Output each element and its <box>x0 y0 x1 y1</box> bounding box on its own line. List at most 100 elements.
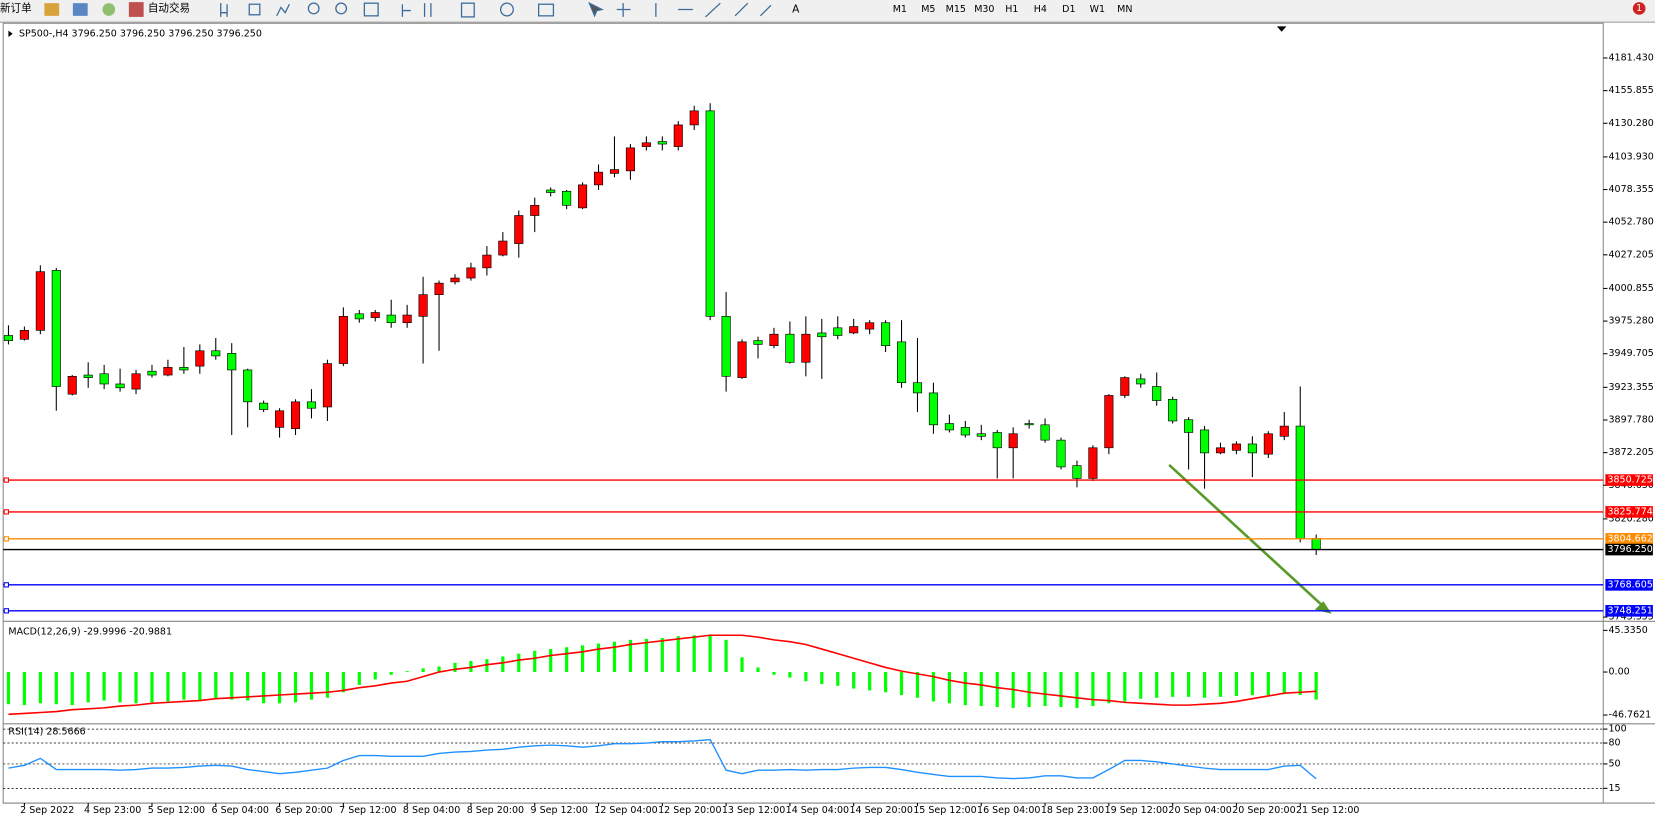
timeframe-button[interactable]: M1 <box>893 4 907 15</box>
candle-body <box>402 314 412 324</box>
macd-bar <box>501 656 505 673</box>
y-tick-label: 4181.430 <box>1609 52 1654 63</box>
macd-bar <box>963 672 967 706</box>
level-label: 3748.251 <box>1607 605 1652 616</box>
notification-badge[interactable] <box>1632 2 1646 15</box>
icon[interactable] <box>307 2 320 15</box>
level-label-box <box>1605 474 1653 486</box>
level-label: 3804.662 <box>1607 533 1652 544</box>
candle-body <box>147 370 157 376</box>
timeframe-button[interactable]: MN <box>1117 4 1132 15</box>
macd-bar <box>453 662 457 673</box>
candle-body <box>609 169 620 174</box>
candle-body <box>801 333 811 363</box>
macd-bar <box>852 672 856 689</box>
timeframe-button[interactable]: M15 <box>946 4 966 15</box>
candle-body <box>1024 423 1034 426</box>
macd-bar <box>150 672 154 703</box>
new-order-button[interactable]: 新订单 <box>0 1 32 14</box>
level-handle[interactable] <box>3 477 9 483</box>
tool-icons[interactable] <box>220 1 772 18</box>
candle-body <box>641 142 651 147</box>
level-handle[interactable] <box>3 509 9 515</box>
auto-trading-icon[interactable] <box>128 2 144 17</box>
x-tick-label: 5 Sep 12:00 <box>148 805 205 816</box>
candle-body <box>498 240 508 256</box>
level-label: 3768.605 <box>1607 579 1652 590</box>
icon[interactable] <box>588 1 604 18</box>
candle-body <box>578 184 588 209</box>
icon[interactable] <box>248 3 261 16</box>
icon[interactable] <box>220 3 228 17</box>
notification-count[interactable]: 1 <box>1636 3 1642 14</box>
candle-body <box>1136 378 1146 385</box>
candle-body <box>131 373 141 390</box>
timeframe-button[interactable]: D1 <box>1062 4 1075 15</box>
level-handle[interactable] <box>3 608 9 614</box>
candle-body <box>881 322 891 347</box>
macd-bar <box>1218 672 1223 697</box>
icon[interactable] <box>44 3 60 16</box>
macd-bar <box>373 672 377 680</box>
candle-body <box>944 423 954 431</box>
candle-body <box>386 314 396 324</box>
candle-body <box>1215 447 1226 454</box>
candle-body <box>290 401 301 429</box>
icon[interactable] <box>538 3 555 17</box>
icon[interactable] <box>72 3 88 16</box>
macd-bar <box>899 672 904 696</box>
macd-bar <box>357 672 361 685</box>
icon[interactable] <box>616 2 772 18</box>
level-handle[interactable] <box>3 582 9 588</box>
timeframe-button[interactable]: M5 <box>921 4 935 15</box>
candle-body <box>1152 386 1162 401</box>
y-tick-label: 4078.355 <box>1609 184 1654 195</box>
candle-body <box>1072 465 1082 479</box>
text-tool[interactable]: A <box>792 4 800 16</box>
macd-bar <box>1139 672 1143 699</box>
macd-bar <box>1202 672 1207 698</box>
icon[interactable] <box>335 2 348 15</box>
icon[interactable] <box>401 3 432 17</box>
candle-body <box>3 335 13 341</box>
icon[interactable] <box>460 2 475 18</box>
candle-body <box>211 350 221 357</box>
shift-marker <box>1276 26 1287 32</box>
macd-bar <box>628 639 633 673</box>
candle-body <box>67 376 77 395</box>
timeframe-button[interactable]: W1 <box>1090 4 1105 15</box>
candle-body <box>434 282 444 295</box>
candle-body <box>466 267 476 279</box>
macd-bar <box>277 672 282 704</box>
macd-bar <box>182 672 186 700</box>
level-label-box <box>1605 605 1653 617</box>
icon[interactable] <box>102 3 116 16</box>
macd-bar <box>70 672 74 706</box>
timeframe-button[interactable]: H1 <box>1005 4 1018 15</box>
y-tick-label: 4052.780 <box>1609 217 1654 228</box>
candle-body <box>370 312 380 318</box>
icon[interactable] <box>499 2 514 17</box>
timeframe-button[interactable]: H4 <box>1034 4 1047 15</box>
candle-body <box>1008 433 1018 449</box>
candle-body <box>338 316 348 364</box>
toolbar <box>0 0 1655 23</box>
macd-bar <box>884 672 888 693</box>
level-handle[interactable] <box>3 536 9 542</box>
macd-bar <box>517 653 521 673</box>
macd-bar <box>1075 672 1079 708</box>
macd-bar <box>1266 672 1270 696</box>
auto-trading-button[interactable]: 自动交易 <box>148 1 190 14</box>
y-tick-label: 3949.705 <box>1609 348 1654 359</box>
candle-body <box>562 190 572 206</box>
icon[interactable] <box>276 3 290 17</box>
macd-bar <box>915 672 920 698</box>
candle-body <box>546 189 556 193</box>
y-tick-label: 0.00 <box>1609 667 1630 678</box>
candle-body <box>896 341 907 384</box>
x-tick-label: 20 Sep 20:00 <box>1232 805 1295 816</box>
timeframe-button[interactable]: M30 <box>974 4 994 15</box>
candle-body <box>275 410 285 428</box>
icon[interactable] <box>363 2 379 17</box>
